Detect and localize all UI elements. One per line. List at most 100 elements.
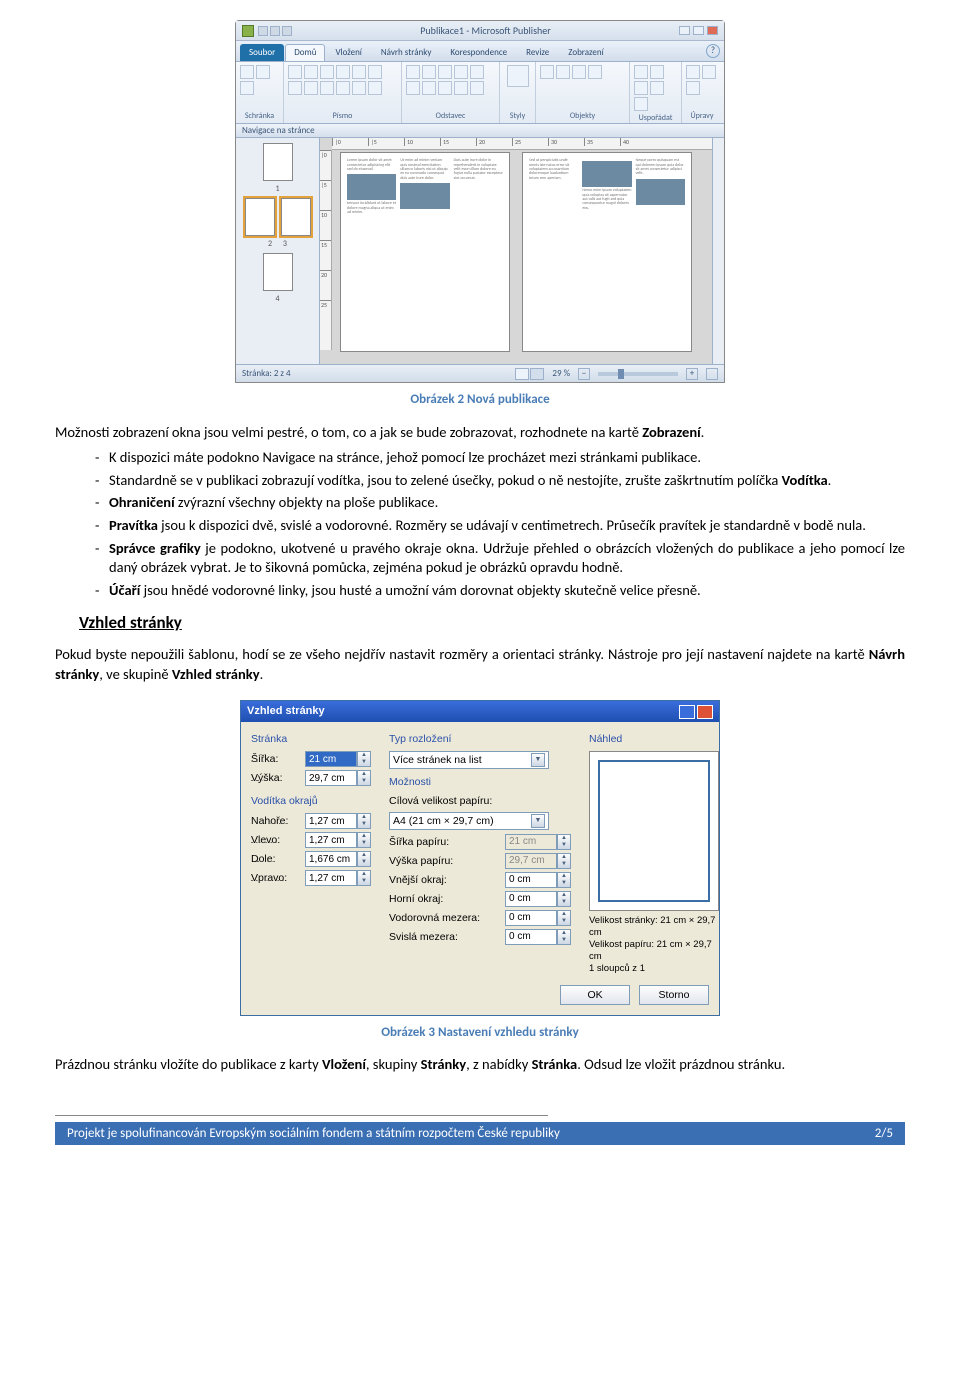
bring-front-icon[interactable] [634, 65, 648, 79]
copy-icon[interactable] [240, 81, 254, 95]
input-vodm[interactable] [505, 910, 557, 926]
zoom-in-icon[interactable]: + [686, 368, 698, 380]
input-vnejsi[interactable] [505, 872, 557, 888]
cancel-button[interactable]: Storno [639, 985, 709, 1005]
bullets-icon[interactable] [406, 65, 420, 79]
align-icon[interactable] [634, 81, 648, 95]
strike-icon[interactable] [336, 65, 350, 79]
zoom-out-icon[interactable]: − [578, 368, 590, 380]
italic-icon[interactable] [304, 65, 318, 79]
paste-icon[interactable] [240, 65, 254, 79]
tab-revize[interactable]: Revize [517, 44, 558, 61]
spinner-icon[interactable]: ▲▼ [357, 851, 371, 867]
align-center-icon[interactable] [422, 81, 436, 95]
tab-vlozeni[interactable]: Vložení [326, 44, 370, 61]
input-horni[interactable] [505, 891, 557, 907]
spinner-icon[interactable]: ▲▼ [357, 870, 371, 886]
page-thumb-2[interactable] [245, 198, 275, 236]
input-vyska[interactable] [305, 770, 357, 786]
spinner-icon[interactable]: ▲▼ [357, 751, 371, 767]
ok-button[interactable]: OK [560, 985, 630, 1005]
rotate-icon[interactable] [634, 97, 648, 111]
font-icon[interactable] [288, 81, 302, 95]
spinner-icon[interactable]: ▲▼ [357, 813, 371, 829]
tab-navrh[interactable]: Návrh stránky [372, 44, 441, 61]
combo-typ-rozlozeni[interactable]: Více stránek na list▼ [389, 751, 549, 769]
zoom-fit-icon[interactable] [706, 368, 718, 380]
find-icon[interactable] [686, 65, 700, 79]
align-justify-icon[interactable] [454, 81, 468, 95]
grow-icon[interactable] [320, 81, 334, 95]
replace-icon[interactable] [702, 65, 716, 79]
graphics-manager-sidebar[interactable] [712, 124, 724, 364]
align-right-icon[interactable] [438, 81, 452, 95]
input-dole[interactable] [305, 851, 357, 867]
numbering-icon[interactable] [422, 65, 436, 79]
cut-icon[interactable] [256, 65, 270, 79]
label-horni: Horní okraj: [389, 892, 499, 906]
indent-inc-icon[interactable] [454, 65, 468, 79]
spinner-icon[interactable]: ▲▼ [357, 770, 371, 786]
input-nahore[interactable] [305, 813, 357, 829]
spinner-icon[interactable]: ▲▼ [557, 872, 571, 888]
tab-soubor[interactable]: Soubor [240, 44, 284, 61]
group-icon[interactable] [650, 81, 664, 95]
shapes-icon[interactable] [588, 65, 602, 79]
underline-icon[interactable] [320, 65, 334, 79]
pilcrow-icon[interactable] [470, 65, 484, 79]
tab-zobrazeni[interactable]: Zobrazení [559, 44, 612, 61]
canvas[interactable]: Lorem ipsum dolor sit amet consectetur a… [320, 124, 712, 364]
status-bar: Stránka: 2 z 4 29 % − + [236, 364, 724, 382]
dialog-footer: OK Storno [241, 985, 719, 1015]
help-icon[interactable] [679, 705, 695, 719]
input-svis[interactable] [505, 929, 557, 945]
spinner-icon[interactable]: ▲▼ [557, 891, 571, 907]
group-schranka: Schránka [240, 111, 279, 122]
save-icon[interactable] [258, 26, 268, 36]
tab-domu[interactable]: Domů [285, 44, 325, 61]
close-icon[interactable] [697, 705, 713, 719]
linespacing-icon[interactable] [470, 81, 484, 95]
list-item: Pravítka jsou k dispozici dvě, svislé a … [95, 516, 905, 536]
fontsize-icon[interactable] [304, 81, 318, 95]
superscript-icon[interactable] [368, 65, 382, 79]
page-thumb-1[interactable] [263, 143, 293, 181]
tab-korespondence[interactable]: Korespondence [441, 44, 516, 61]
undo-icon[interactable] [270, 26, 280, 36]
table-icon[interactable] [572, 65, 586, 79]
combo-cilova[interactable]: A4 (21 cm × 29,7 cm)▼ [389, 812, 549, 830]
picture-icon[interactable] [556, 65, 570, 79]
maximize-icon[interactable] [693, 26, 704, 35]
ruler-tick: 25 [320, 300, 331, 330]
input-vpravo[interactable] [305, 870, 357, 886]
textbox-icon[interactable] [540, 65, 554, 79]
select-icon[interactable] [686, 81, 700, 95]
indent-dec-icon[interactable] [438, 65, 452, 79]
page-right[interactable]: Sed ut perspiciatis unde omnis iste natu… [522, 152, 692, 352]
spinner-icon[interactable]: ▲▼ [557, 929, 571, 945]
send-back-icon[interactable] [650, 65, 664, 79]
help-icon[interactable]: ? [706, 44, 720, 58]
ruler-tick: |0 [320, 150, 331, 180]
input-vlevo[interactable] [305, 832, 357, 848]
page-thumb-3[interactable] [281, 198, 311, 236]
close-icon[interactable] [707, 26, 718, 35]
zoom-slider[interactable] [598, 372, 678, 376]
minimize-icon[interactable] [679, 26, 690, 35]
bold-icon[interactable] [288, 65, 302, 79]
page-thumb-4[interactable] [263, 253, 293, 291]
page-left[interactable]: Lorem ipsum dolor sit amet consectetur a… [340, 152, 510, 352]
clear-icon[interactable] [352, 81, 366, 95]
titlebar: Publikace1 - Microsoft Publisher [236, 21, 724, 41]
styles-icon[interactable] [507, 65, 529, 87]
view-buttons[interactable] [515, 368, 544, 380]
redo-icon[interactable] [282, 26, 292, 36]
spinner-icon[interactable]: ▲▼ [557, 910, 571, 926]
shrink-icon[interactable] [336, 81, 350, 95]
status-zoom: 29 % [552, 368, 570, 380]
charspacing-icon[interactable] [368, 81, 382, 95]
subscript-icon[interactable] [352, 65, 366, 79]
input-sirka[interactable] [305, 751, 357, 767]
spinner-icon[interactable]: ▲▼ [357, 832, 371, 848]
align-left-icon[interactable] [406, 81, 420, 95]
